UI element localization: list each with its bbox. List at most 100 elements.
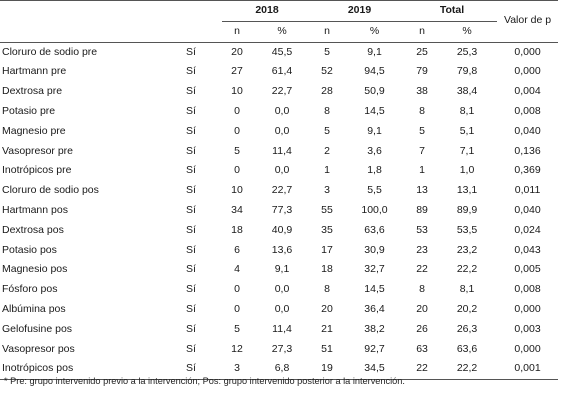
row-si: Sí: [186, 302, 196, 315]
cell-n-2018: 0: [234, 283, 240, 296]
cell-pct-2018: 13,6: [271, 243, 293, 256]
cell-pct-2018: 0,0: [274, 283, 290, 296]
table-row: Cloruro de sodio pos Sí 10 22,7 3 5,5 13 13,1 0,…: [0, 181, 558, 201]
cell-n-2018: 0: [234, 164, 240, 177]
table-row: Potasio pos Sí 6 13,6 17 30,9 23 23,2 0,043: [0, 241, 558, 261]
cell-pct-total: 5,1: [459, 124, 475, 137]
row-si: Sí: [186, 65, 196, 78]
cell-n-2018: 27: [231, 65, 243, 78]
cell-pct-total: 8,1: [459, 283, 475, 296]
cell-n-2019: 8: [324, 283, 330, 296]
cell-n-2018: 0: [234, 104, 240, 117]
row-si: Sí: [186, 223, 196, 236]
cell-pct-2019: 36,4: [364, 302, 385, 315]
table-row: Potasio pre Sí 0 0,0 8 14,5 8 8,1 0,008: [0, 102, 558, 122]
header-n-2018: n: [222, 21, 252, 43]
header-blank: [182, 0, 222, 22]
cell-pct-2019: 92,7: [364, 342, 385, 355]
cell-n-2018: 3: [222, 359, 252, 381]
cell-n-total: 13: [416, 184, 428, 197]
cell-valor-p: 0,024: [514, 223, 541, 236]
cell-valor-p: 0,040: [514, 124, 541, 137]
cell-n-2019: 21: [321, 322, 333, 335]
row-label: Inotrópicos pos: [0, 359, 182, 381]
cell-valor-p: 0,001: [497, 359, 559, 381]
cell-pct-total: 8,1: [459, 104, 475, 117]
cell-n-2019: 3: [324, 184, 330, 197]
row-si: Sí: [186, 322, 196, 335]
header-n-total: n: [407, 21, 438, 43]
cell-n-2018: 20: [231, 45, 243, 58]
row-label: Potasio pos: [2, 243, 57, 256]
cell-valor-p: 0,004: [514, 85, 541, 98]
cell-n-2018: 10: [231, 184, 243, 197]
cell-valor-p: 0,040: [514, 203, 541, 216]
cell-pct-2019: 34,5: [342, 359, 408, 381]
cell-pct-2019: 5,5: [367, 184, 382, 197]
cell-pct-2019: 14,5: [364, 104, 385, 117]
cell-pct-2018: 61,4: [271, 65, 293, 78]
header-row-groups: 2018 2019 Total Valor de p: [0, 0, 559, 43]
row-label: Fósforo pos: [2, 283, 58, 296]
cell-pct-total: 1,0: [459, 164, 475, 177]
cell-n-2019: 18: [321, 263, 333, 276]
cell-n-2019: 35: [321, 223, 333, 236]
cell-pct-total: 53,5: [456, 223, 478, 236]
cell-pct-total: 23,2: [456, 243, 478, 256]
row-si: Sí: [186, 104, 196, 117]
row-si: Sí: [186, 263, 196, 276]
cell-valor-p: 0,000: [514, 302, 541, 315]
cell-pct-2018: 11,4: [272, 322, 292, 335]
cell-pct-2018: 0,0: [274, 164, 290, 177]
cell-n-2018: 12: [231, 342, 243, 355]
cell-pct-2018: 45,5: [271, 45, 293, 58]
table-row: Dextrosa pre Sí 10 22,7 28 50,9 38 38,4 0,004: [0, 82, 558, 102]
results-table: 2018 2019 Total Valor de p n % n % n % C…: [0, 0, 559, 381]
cell-pct-2019: 63,6: [364, 223, 385, 236]
cell-n-total: 7: [419, 144, 425, 157]
cell-n-2018: 34: [231, 203, 243, 216]
cell-pct-2019: 94,5: [364, 65, 385, 78]
cell-n-2019: 5: [324, 124, 330, 137]
cell-pct-total: 20,2: [456, 302, 478, 315]
header-blank: [182, 21, 222, 43]
cell-pct-total: 79,8: [456, 65, 478, 78]
row-label: Vasopresor pos: [2, 342, 75, 355]
row-label: Albúmina pos: [2, 302, 66, 315]
cell-pct-total: 22,2: [437, 359, 498, 381]
cell-pct-2019: 9,1: [367, 124, 382, 137]
cell-valor-p: 0,011: [514, 184, 541, 197]
cell-n-total: 22: [416, 263, 428, 276]
cell-n-2019: 1: [324, 164, 330, 177]
row-si: Sí: [186, 283, 196, 296]
cell-n-total: 23: [416, 243, 428, 256]
cell-pct-total: 26,3: [456, 322, 478, 335]
cell-n-total: 1: [419, 164, 425, 177]
cell-pct-2018: 11,4: [272, 144, 292, 157]
row-si: Sí: [182, 359, 222, 381]
cell-pct-2019: 14,5: [364, 283, 385, 296]
row-si: Sí: [186, 124, 196, 137]
cell-n-total: 22: [407, 359, 438, 381]
cell-pct-2018: 22,7: [271, 184, 293, 197]
cell-n-total: 79: [416, 65, 428, 78]
cell-pct-2018: 22,7: [271, 85, 293, 98]
row-label: Inotrópicos pre: [2, 164, 72, 177]
row-label: Magnesio pre: [2, 124, 66, 137]
cell-n-2018: 0: [234, 302, 240, 315]
row-label: Potasio pre: [2, 104, 56, 117]
cell-pct-total: 25,3: [456, 45, 478, 58]
table-row: Inotrópicos pos Sí 3 6,8 19 34,5 22 22,2 0,001: [0, 359, 559, 381]
cell-pct-2018: 9,1: [274, 263, 290, 276]
header-2019: 2019: [312, 0, 408, 22]
cell-pct-2019: 3,6: [367, 144, 382, 157]
header-pct-total: %: [437, 21, 498, 43]
row-label: Dextrosa pre: [2, 85, 63, 98]
row-si: Sí: [186, 243, 196, 256]
header-row-sub: n % n % n %: [0, 21, 558, 43]
cell-n-2019: 19: [312, 359, 343, 381]
header-valor-p: Valor de p: [497, 0, 559, 43]
header-total: Total: [407, 0, 498, 22]
table-row: Dextrosa pos Sí 18 40,9 35 63,6 53 53,5 0,024: [0, 221, 558, 241]
